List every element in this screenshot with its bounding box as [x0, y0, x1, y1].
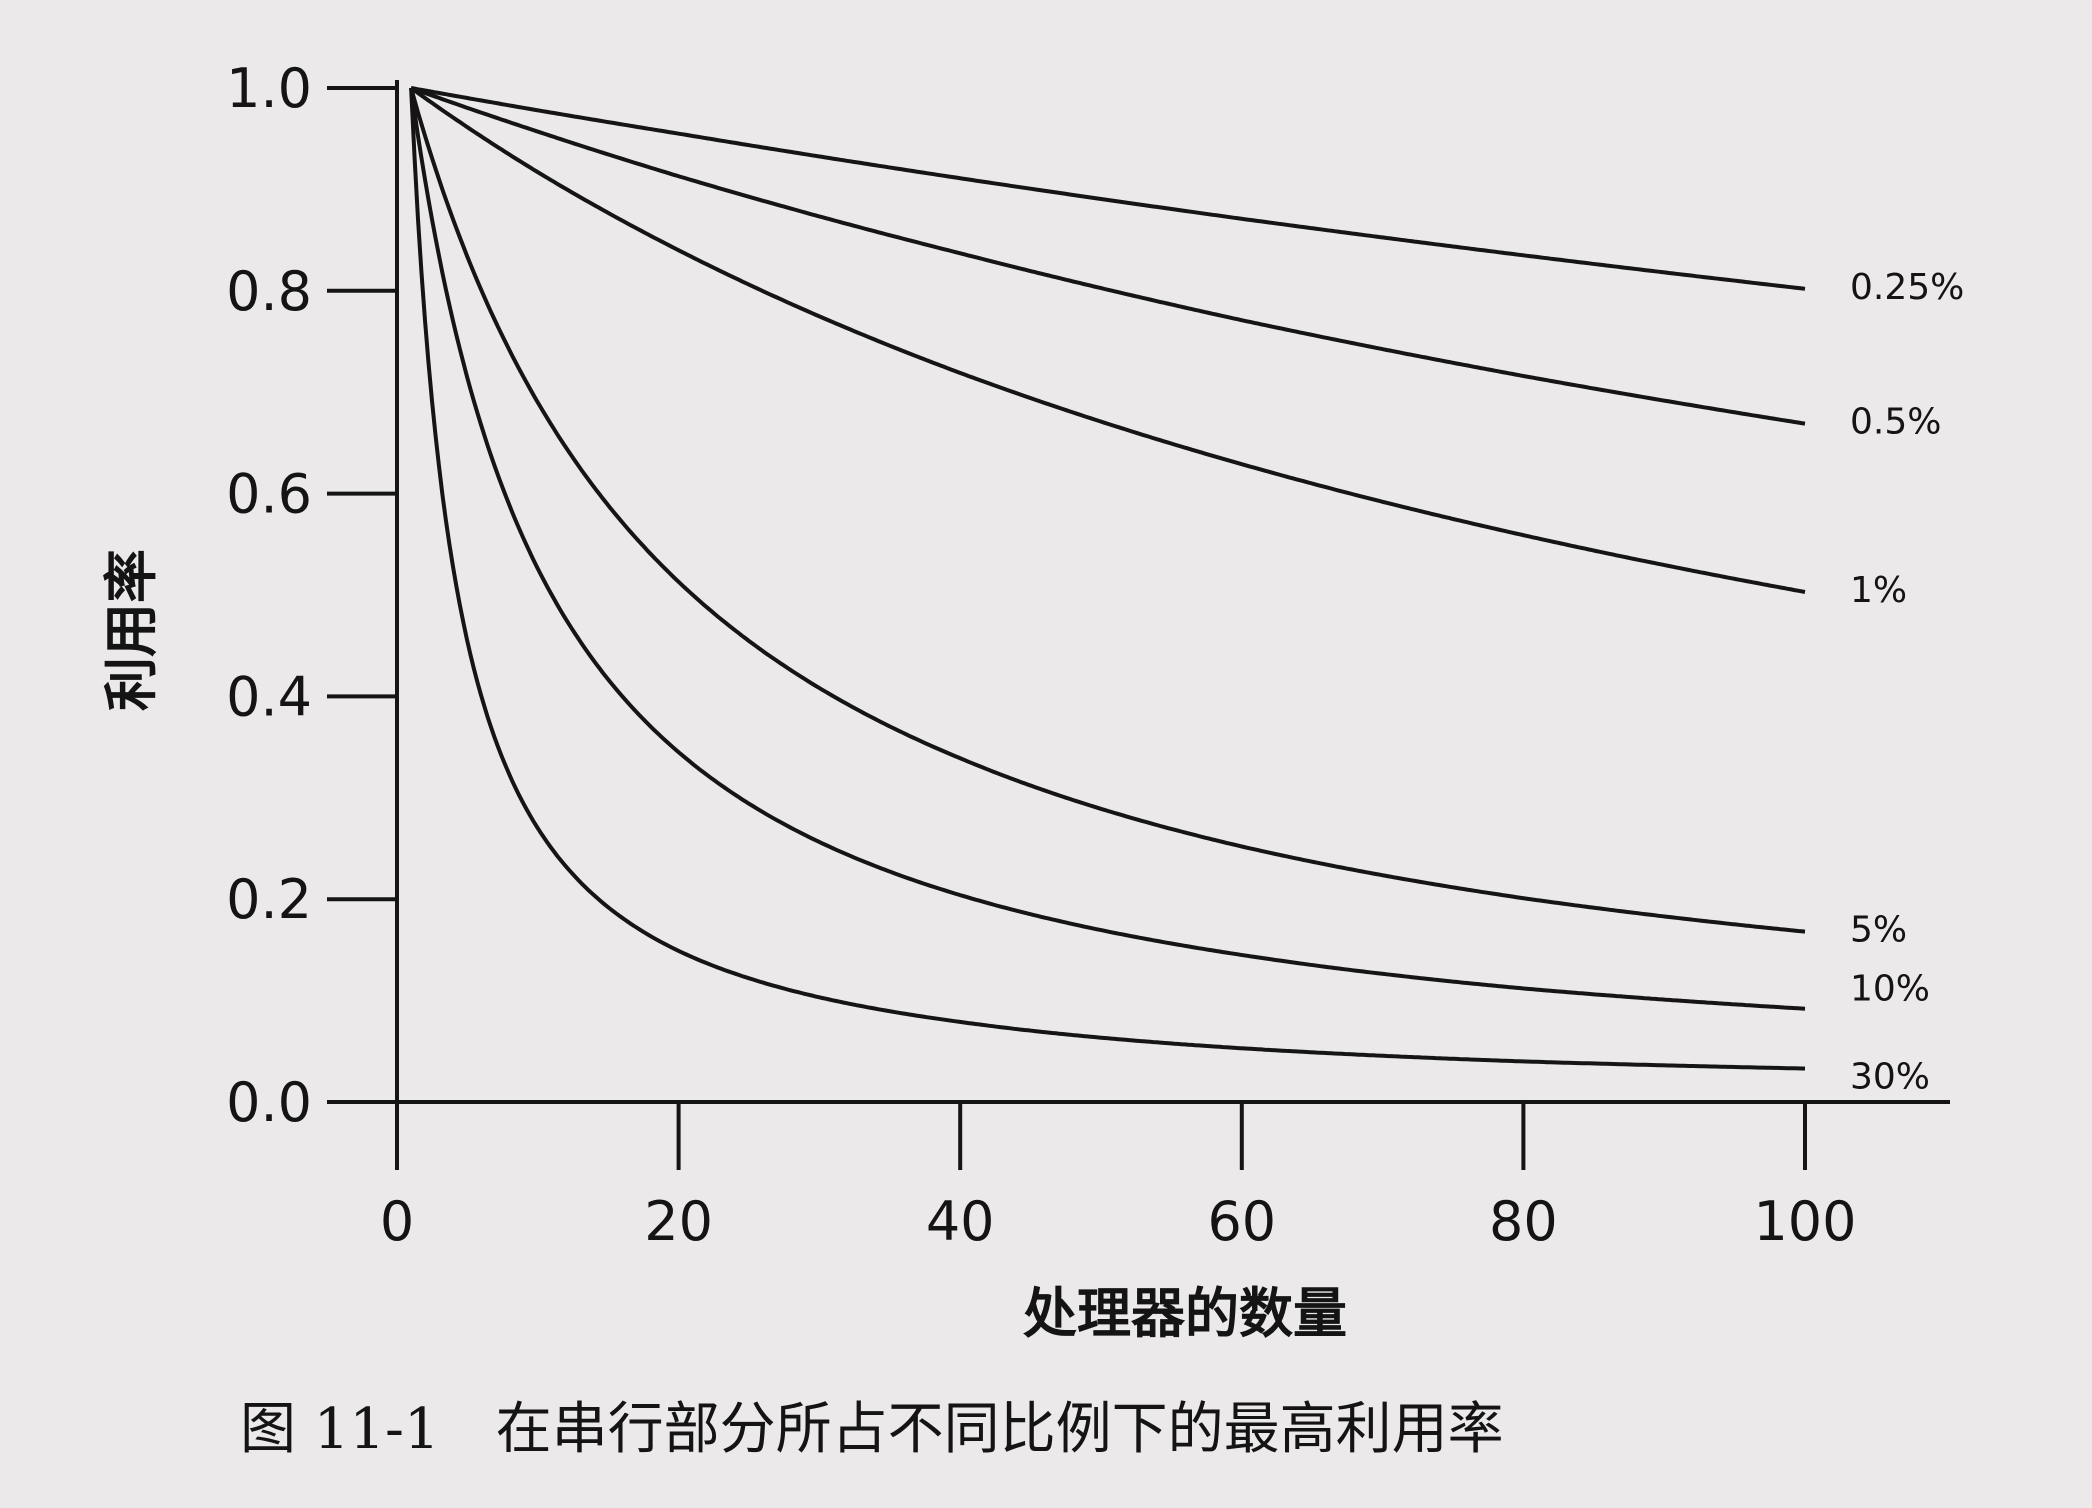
series-line — [409, 87, 1805, 1071]
series-label: 1% — [1850, 570, 1907, 611]
x-tick-label: 80 — [1489, 1190, 1558, 1253]
series-line — [409, 87, 1806, 1011]
series-labels: 0.25% 0.5% 1% 5% 10% 30% — [1850, 267, 1964, 1098]
series-label: 0.25% — [1850, 267, 1964, 308]
figure-caption: 图 11-1 在串行部分所占不同比例下的最高利用率 — [240, 1397, 1504, 1462]
x-tick-label: 40 — [926, 1190, 995, 1253]
y-tick-label: 1.0 — [226, 57, 312, 120]
series-line — [409, 86, 1806, 594]
x-tick-label: 0 — [380, 1190, 414, 1253]
series-label: 30% — [1850, 1057, 1930, 1098]
series-label: 10% — [1850, 969, 1930, 1010]
y-axis-title: 利用率 — [100, 549, 163, 711]
x-axis-title: 处理器的数量 — [1023, 1282, 1347, 1345]
x-tick-label: 100 — [1753, 1190, 1856, 1253]
y-tick-label: 0.0 — [226, 1071, 312, 1134]
series-label: 0.5% — [1850, 402, 1941, 443]
series-line — [410, 86, 1806, 426]
y-tick-label: 0.6 — [226, 463, 312, 526]
series-curves — [409, 86, 1806, 1071]
series-label: 5% — [1850, 910, 1907, 951]
y-tick-label: 0.2 — [226, 868, 312, 931]
x-tick-label: 20 — [644, 1190, 713, 1253]
series-line — [410, 86, 1806, 291]
axes: 0.0 0.2 0.4 0.6 0.8 1.0 0 20 40 60 80 100 — [226, 57, 1950, 1253]
series-line — [409, 87, 1806, 934]
x-tick-label: 60 — [1207, 1190, 1276, 1253]
y-tick-label: 0.4 — [226, 665, 312, 728]
y-tick-label: 0.8 — [226, 260, 312, 323]
